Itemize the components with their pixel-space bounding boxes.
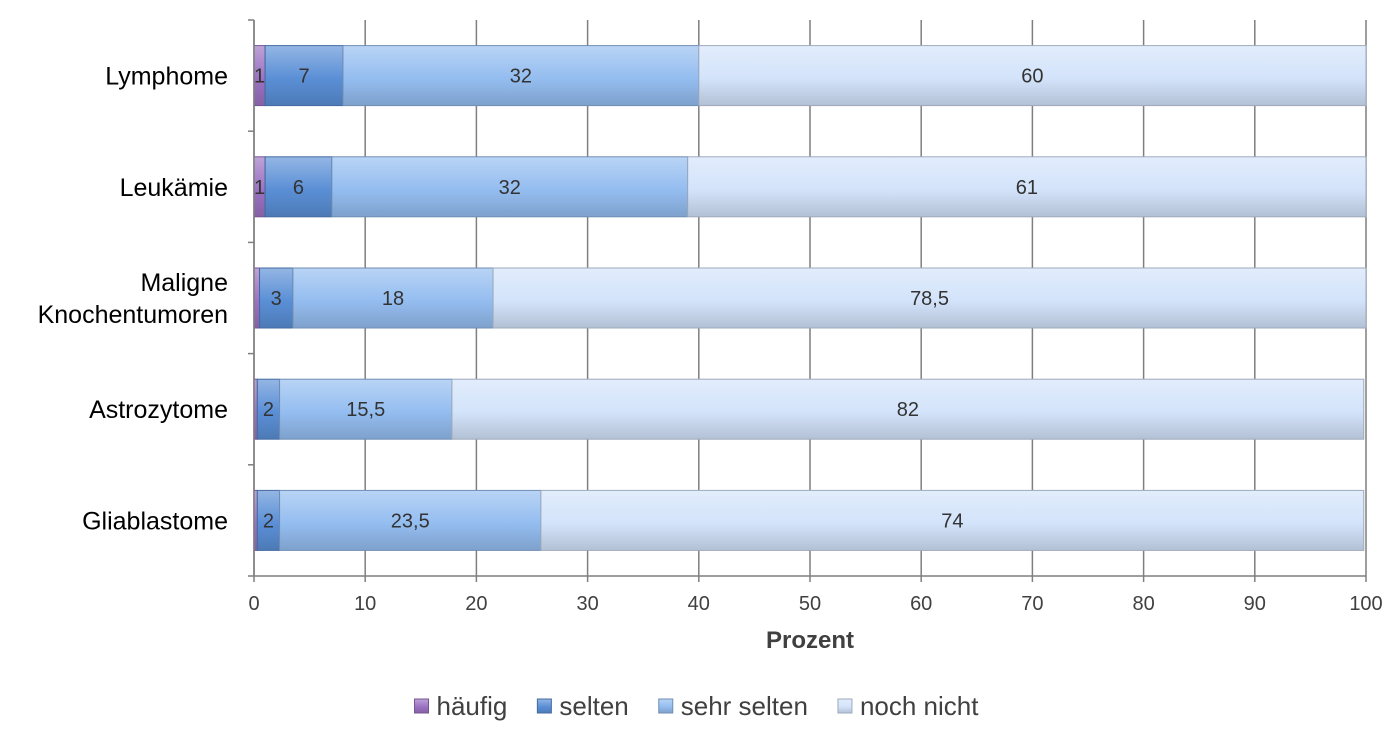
legend-swatch <box>658 698 674 714</box>
data-label: 18 <box>382 288 404 310</box>
x-tick-label: 30 <box>576 593 598 615</box>
bar-segment <box>279 489 542 551</box>
legend-label: selten <box>559 691 628 721</box>
data-label: 23,5 <box>391 510 430 532</box>
x-tick-label: 20 <box>465 593 487 615</box>
bar-segment <box>698 45 1367 107</box>
data-label: 60 <box>1021 66 1043 88</box>
data-label: 15,5 <box>346 399 385 421</box>
data-label: 74 <box>941 510 963 532</box>
bar-segment <box>259 267 294 329</box>
category-label: Maligne <box>140 269 228 297</box>
x-tick-label: 10 <box>354 593 376 615</box>
data-label: 32 <box>499 177 521 199</box>
x-tick-label: 60 <box>910 593 932 615</box>
bar-segment <box>492 267 1367 329</box>
data-label: 3 <box>271 288 282 310</box>
x-tick-label: 80 <box>1132 593 1154 615</box>
data-label: 1 <box>254 66 265 88</box>
category-label: Astrozytome <box>89 396 228 424</box>
x-axis-title: Prozent <box>766 627 854 654</box>
legend-label: noch nicht <box>860 691 979 721</box>
x-tick-label: 0 <box>248 593 259 615</box>
data-label: 2 <box>263 510 274 532</box>
bar-segment <box>342 45 700 107</box>
axes: 0 10 20 30 40 50 60 70 80 90 100 Lymphome Leukämie Ma… <box>38 19 1383 615</box>
legend-label: häufig <box>437 691 508 721</box>
category-label: Gliablastome <box>82 507 228 535</box>
legend: häufig selten sehr selten noch nicht <box>414 691 979 721</box>
data-label: 78,5 <box>910 288 949 310</box>
category-label: Leukämie <box>120 174 228 202</box>
data-label: 61 <box>1016 177 1038 199</box>
data-label: 2 <box>263 399 274 421</box>
category-label: Lymphome <box>105 63 228 91</box>
x-tick-label: 50 <box>799 593 821 615</box>
x-tick-label: 90 <box>1244 593 1266 615</box>
category-label: Knochentumoren <box>38 301 228 329</box>
bars <box>253 45 1367 551</box>
x-tick-label: 40 <box>688 593 710 615</box>
data-label: 1 <box>254 177 265 199</box>
legend-swatch <box>536 698 552 714</box>
bar-segment <box>687 156 1367 218</box>
bar-segment <box>292 267 494 329</box>
bar-segment <box>331 156 689 218</box>
x-tick-label: 70 <box>1021 593 1043 615</box>
bar-segment <box>264 45 344 107</box>
data-label: 6 <box>293 177 304 199</box>
data-labels: 1 7 32 60 1 6 32 61 3 18 78,5 2 15,5 82 2 23,5 74 <box>254 66 1044 533</box>
legend-swatch <box>837 698 853 714</box>
bar-segment <box>451 378 1365 440</box>
bar-segment <box>264 156 333 218</box>
data-label: 32 <box>510 66 532 88</box>
bar-segment <box>540 489 1365 551</box>
legend-swatch <box>414 698 430 714</box>
bar-segment <box>253 267 261 329</box>
x-tick-label: 100 <box>1349 593 1382 615</box>
data-label: 82 <box>897 399 919 421</box>
legend-label: sehr selten <box>681 691 808 721</box>
data-label: 7 <box>298 66 309 88</box>
bar-segment <box>279 378 453 440</box>
